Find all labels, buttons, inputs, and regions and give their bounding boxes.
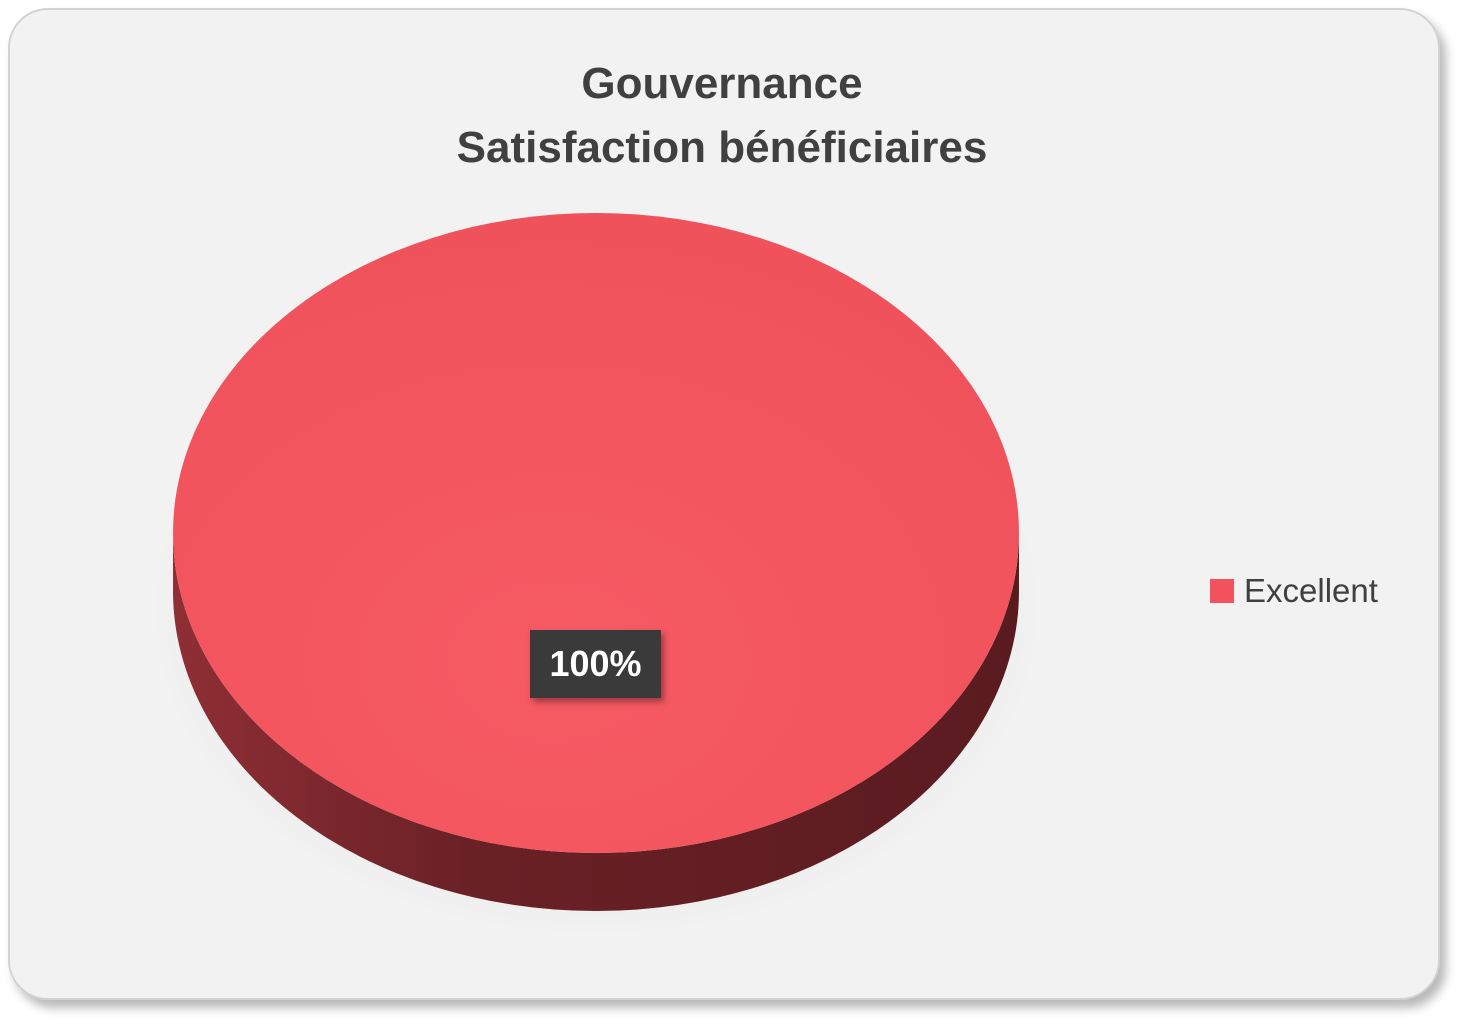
legend: Excellent: [1210, 572, 1378, 610]
legend-label-excellent: Excellent: [1244, 572, 1378, 609]
pie-slice-excellent: [173, 213, 1019, 853]
chart-title-line-1: Gouvernance: [581, 59, 863, 108]
legend-swatch-excellent: [1210, 579, 1234, 603]
data-label-excellent: 100%: [530, 630, 661, 698]
chart-title-line-2: Satisfaction bénéficiaires: [456, 123, 988, 172]
pie-slice-side-excellent: [173, 533, 1019, 911]
chart-title: Gouvernance Satisfaction bénéficiaires: [0, 52, 1444, 180]
